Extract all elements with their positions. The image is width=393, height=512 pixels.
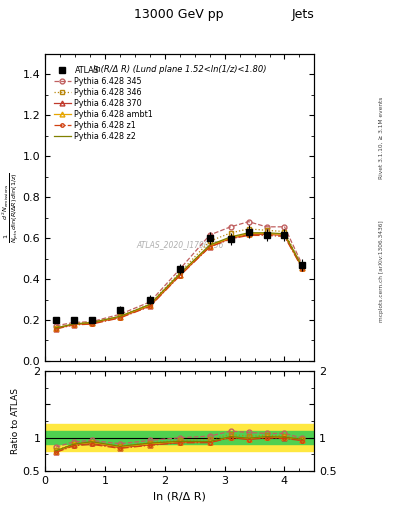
- Legend: ATLAS, Pythia 6.428 345, Pythia 6.428 346, Pythia 6.428 370, Pythia 6.428 ambt1,: ATLAS, Pythia 6.428 345, Pythia 6.428 34…: [52, 64, 155, 142]
- Y-axis label: Ratio to ATLAS: Ratio to ATLAS: [11, 388, 20, 454]
- X-axis label: ln (R/Δ R): ln (R/Δ R): [153, 492, 206, 501]
- Text: Jets: Jets: [292, 8, 314, 20]
- Text: Rivet 3.1.10, ≥ 3.1M events: Rivet 3.1.10, ≥ 3.1M events: [379, 97, 384, 179]
- Text: ATLAS_2020_I1790256: ATLAS_2020_I1790256: [136, 240, 224, 249]
- Y-axis label: $\frac{1}{N_{\mathrm{jets}}}\frac{d^2 N_{\mathrm{emissions}}}{d\ln(R/\Delta R)\,: $\frac{1}{N_{\mathrm{jets}}}\frac{d^2 N_…: [0, 172, 21, 243]
- Text: 13000 GeV pp: 13000 GeV pp: [134, 8, 224, 20]
- Text: ln(R/Δ R) (Lund plane 1.52<ln(1/z)<1.80): ln(R/Δ R) (Lund plane 1.52<ln(1/z)<1.80): [93, 65, 266, 74]
- Text: mcplots.cern.ch [arXiv:1306.3436]: mcplots.cern.ch [arXiv:1306.3436]: [379, 221, 384, 322]
- Bar: [45, 431, 314, 444]
- Bar: [45, 424, 314, 451]
